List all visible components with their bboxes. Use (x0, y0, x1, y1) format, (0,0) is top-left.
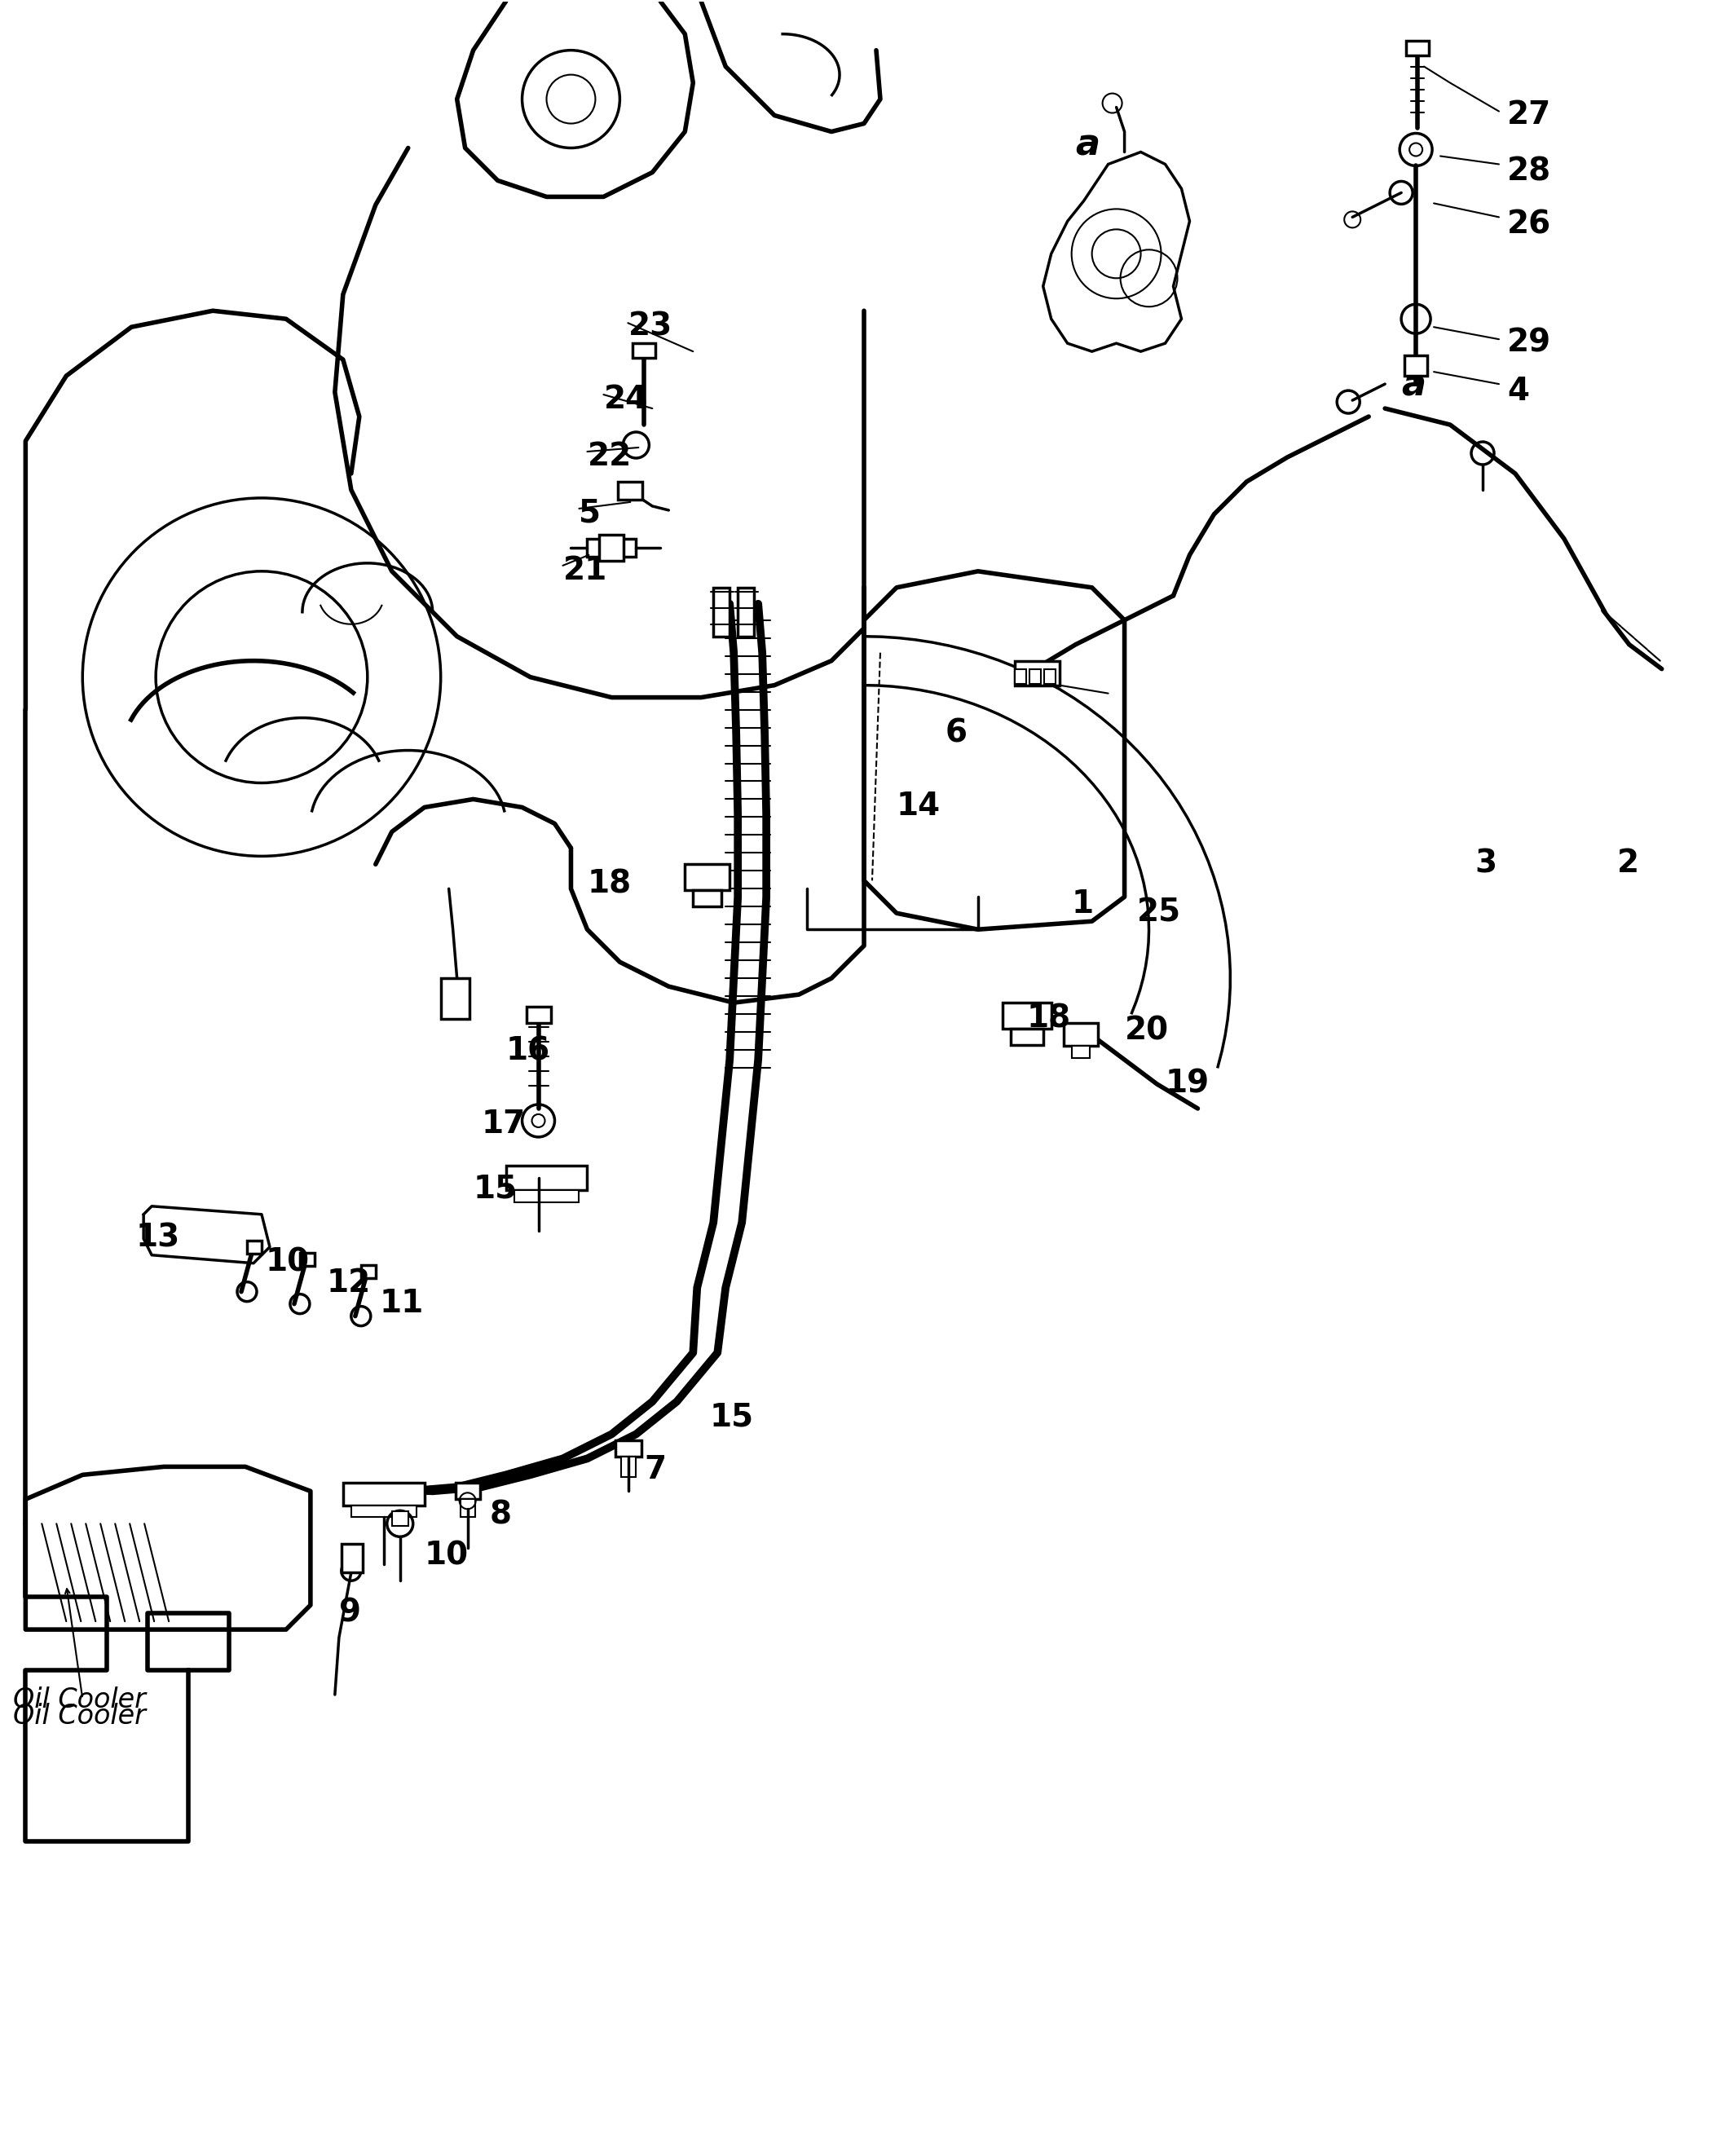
Text: Oil Cooler: Oil Cooler (14, 1686, 147, 1714)
Text: 25: 25 (1137, 897, 1180, 927)
Text: Oil Cooler: Oil Cooler (14, 1703, 147, 1729)
Bar (361, 1266, 375, 1279)
Bar (392, 1511, 408, 1526)
Text: 29: 29 (1507, 328, 1552, 358)
Bar (1063, 1024, 1097, 1046)
Text: 9: 9 (339, 1598, 361, 1628)
Bar (622, 1457, 636, 1477)
Text: 11: 11 (380, 1287, 423, 1319)
Bar (441, 979, 470, 1020)
Text: 14: 14 (897, 791, 940, 821)
Bar (351, 1505, 416, 1518)
Text: 22: 22 (588, 442, 631, 472)
Bar (513, 1190, 579, 1203)
Text: 1: 1 (1071, 888, 1094, 921)
Text: 28: 28 (1507, 155, 1552, 188)
Text: 27: 27 (1507, 99, 1552, 129)
Text: 23: 23 (627, 310, 672, 343)
Bar (1405, 356, 1427, 375)
Text: 5: 5 (579, 498, 601, 528)
Bar (456, 1483, 480, 1498)
Text: a: a (1401, 369, 1426, 403)
Text: 15: 15 (708, 1401, 753, 1432)
Text: 6: 6 (945, 718, 968, 748)
Bar (527, 1007, 551, 1024)
Bar (247, 1240, 261, 1253)
Text: 12: 12 (327, 1268, 372, 1298)
Bar (344, 1483, 425, 1505)
Text: 4: 4 (1507, 375, 1529, 407)
Text: 20: 20 (1125, 1015, 1168, 1046)
Text: 19: 19 (1165, 1067, 1210, 1100)
Bar (1407, 41, 1429, 56)
Bar (600, 535, 624, 561)
Text: a: a (1075, 127, 1101, 162)
Bar (1014, 660, 1059, 686)
Bar (632, 343, 655, 358)
Text: 2: 2 (1617, 847, 1640, 880)
Bar (738, 589, 753, 636)
Text: 10: 10 (266, 1246, 309, 1279)
Bar (342, 1544, 363, 1572)
Text: 10: 10 (425, 1539, 468, 1572)
Bar (1071, 1046, 1089, 1059)
Bar (1030, 668, 1040, 683)
Bar (506, 1166, 588, 1190)
Text: 3: 3 (1474, 847, 1496, 880)
Text: 8: 8 (489, 1498, 511, 1531)
Text: 17: 17 (482, 1108, 525, 1141)
Bar (1011, 1028, 1044, 1046)
Text: 16: 16 (506, 1035, 550, 1067)
Text: 26: 26 (1507, 209, 1552, 239)
Bar (619, 481, 643, 500)
Bar (1002, 1003, 1051, 1028)
Bar (1044, 668, 1056, 683)
Text: 24: 24 (603, 384, 648, 414)
Text: 13: 13 (135, 1222, 180, 1253)
Text: 18: 18 (588, 869, 631, 899)
Bar (588, 539, 636, 556)
Bar (693, 890, 722, 908)
Bar (714, 589, 729, 636)
Text: 15: 15 (473, 1173, 517, 1205)
Bar (1014, 668, 1026, 683)
Bar (615, 1440, 641, 1457)
Bar (684, 865, 729, 890)
Text: 18: 18 (1026, 1003, 1071, 1033)
Text: 21: 21 (563, 554, 607, 586)
Bar (301, 1253, 314, 1266)
Bar (460, 1498, 475, 1518)
Text: 7: 7 (645, 1455, 667, 1485)
